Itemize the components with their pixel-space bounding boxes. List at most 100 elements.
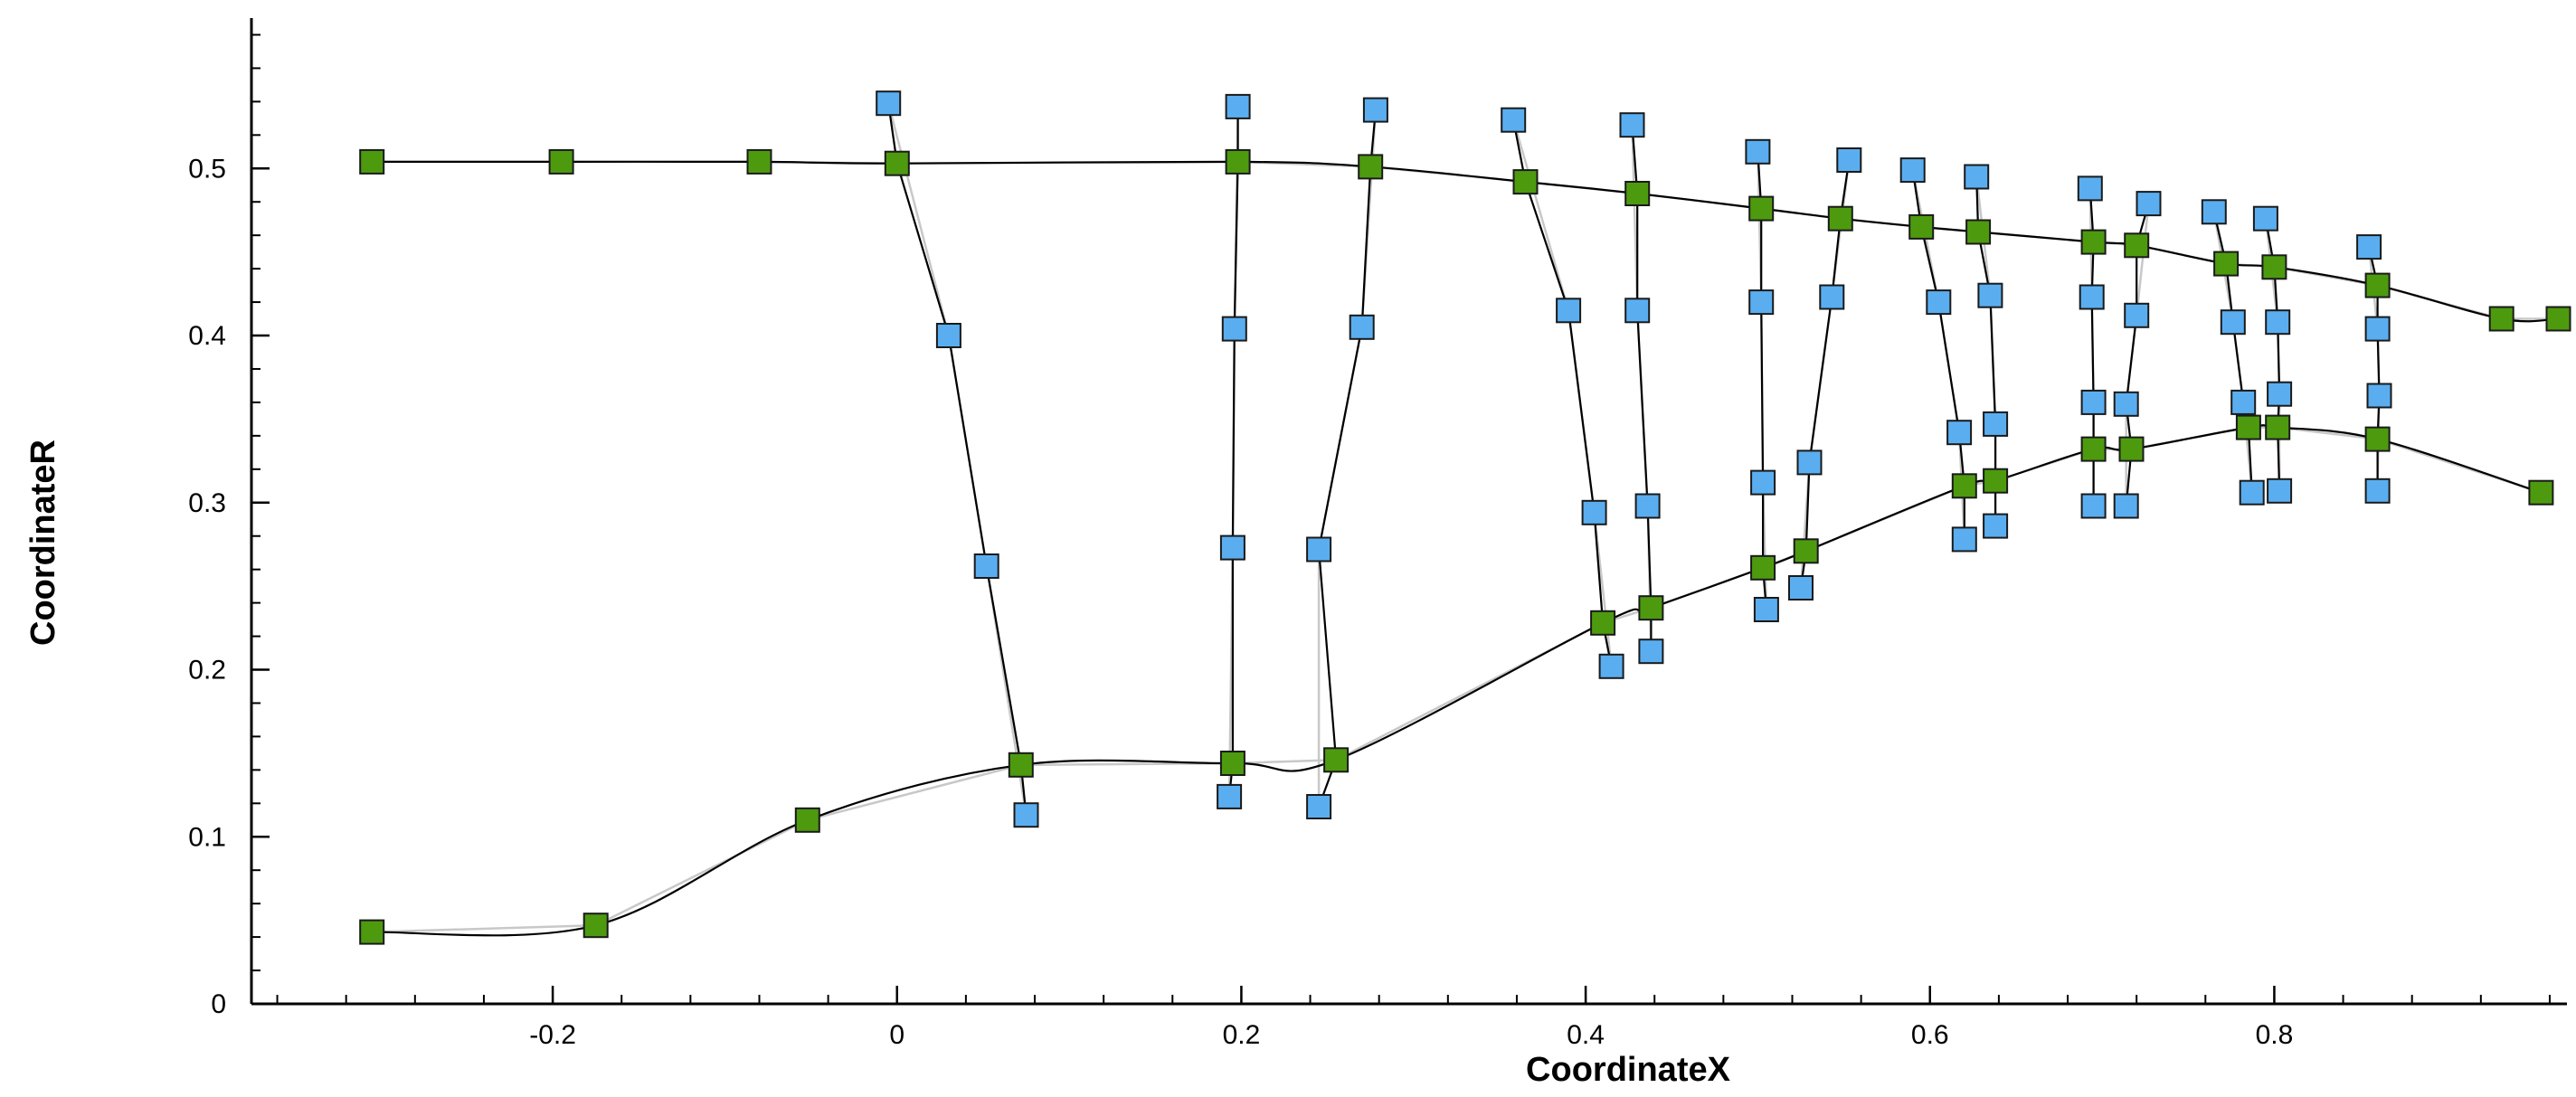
- blue-marker: [2230, 389, 2257, 415]
- blue-marker: [1899, 157, 1926, 184]
- x-tick-label: 0.4: [1567, 1020, 1605, 1050]
- blue-marker: [1977, 282, 2003, 308]
- blue-marker: [1556, 298, 1582, 324]
- green-marker: [2080, 436, 2107, 462]
- green-marker: [1323, 747, 1350, 773]
- blue-marker: [1983, 513, 2009, 539]
- blue-marker: [1796, 449, 1823, 476]
- green-marker: [1983, 468, 2009, 494]
- green-marker: [2124, 232, 2150, 259]
- green-marker: [1750, 554, 1776, 581]
- blue-marker: [1638, 638, 1664, 665]
- blue-marker: [2239, 479, 2265, 506]
- blue-marker: [2136, 191, 2162, 217]
- blue-marker: [1306, 536, 1332, 563]
- green-marker: [794, 807, 820, 833]
- hub-outer-line: [372, 160, 2559, 323]
- blue-marker: [1836, 147, 1862, 173]
- green-marker: [2261, 254, 2287, 280]
- blue-marker: [876, 90, 902, 117]
- y-tick-label: 0.3: [188, 488, 226, 518]
- green-marker: [2118, 436, 2145, 462]
- green-marker: [1008, 752, 1034, 778]
- green-marker: [2488, 306, 2514, 332]
- green-marker: [359, 919, 385, 945]
- blue-marker: [1745, 138, 1771, 165]
- blue-marker: [1926, 289, 1952, 316]
- y-tick-label: 0.1: [188, 822, 226, 852]
- green-marker: [548, 148, 574, 175]
- green-marker: [1908, 213, 1935, 240]
- x-tick-label: 0.2: [1223, 1020, 1261, 1050]
- blue-marker: [1819, 284, 1845, 310]
- blue-marker: [2201, 199, 2227, 225]
- y-tick-label: 0: [211, 989, 226, 1019]
- blue-marker: [2080, 389, 2107, 415]
- blue-marker: [1624, 298, 1651, 324]
- y-tick-label: 0.5: [188, 154, 226, 184]
- x-tick-label: 0.6: [1911, 1020, 1949, 1050]
- blue-marker: [1581, 499, 1607, 525]
- blue-marker: [1750, 469, 1776, 496]
- green-marker: [1624, 181, 1651, 206]
- blue-marker: [1634, 493, 1661, 519]
- station-3-line: [1317, 109, 1377, 808]
- green-marker: [2364, 426, 2391, 452]
- blue-marker: [1362, 97, 1388, 123]
- green-marker: [1965, 219, 1992, 245]
- y-axis-title: CoordinateR: [24, 440, 62, 646]
- blue-marker: [1951, 526, 1977, 553]
- blue-marker: [1748, 289, 1775, 316]
- blue-marker: [1501, 107, 1527, 133]
- blue-marker: [2113, 493, 2139, 519]
- blue-marker: [1349, 314, 1375, 340]
- green-marker: [1793, 538, 1819, 564]
- blue-marker: [1619, 112, 1645, 138]
- blue-marker: [1983, 411, 2009, 437]
- blue-marker: [2267, 478, 2293, 504]
- blue-marker: [2079, 284, 2105, 310]
- green-marker: [1219, 751, 1245, 776]
- green-marker: [1748, 195, 1775, 222]
- blue-marker: [2077, 175, 2103, 202]
- y-tick-label: 0.2: [188, 656, 226, 686]
- green-marker: [582, 913, 609, 939]
- green-marker: [2080, 229, 2107, 255]
- blue-marker: [2124, 302, 2150, 328]
- green-marker: [1951, 473, 1977, 499]
- green-marker: [2545, 306, 2571, 332]
- green-marker: [1590, 610, 1616, 636]
- x-tick-label: -0.2: [529, 1020, 576, 1050]
- hub-inner-secondary-line: [372, 426, 2542, 933]
- x-tick-label: 0.8: [2256, 1020, 2294, 1050]
- blue-marker: [1219, 534, 1245, 561]
- blue-marker: [1221, 316, 1247, 342]
- series-lines: [372, 103, 2559, 937]
- green-marker: [1512, 169, 1539, 195]
- station-1-secondary-line: [886, 102, 1028, 816]
- blue-marker: [2364, 478, 2391, 504]
- data-markers: [359, 90, 2571, 945]
- blue-marker: [2113, 391, 2139, 417]
- green-marker: [2364, 272, 2391, 298]
- green-marker: [1827, 205, 1853, 232]
- green-marker: [2528, 479, 2554, 506]
- green-marker: [1358, 154, 1384, 180]
- hub-inner-line: [372, 424, 2542, 937]
- blue-marker: [2265, 309, 2291, 336]
- green-marker: [746, 148, 772, 175]
- y-tick-label: 0.4: [188, 321, 226, 351]
- green-marker: [1225, 148, 1251, 175]
- blue-marker: [2080, 493, 2107, 519]
- blue-marker: [1306, 794, 1332, 819]
- blue-marker: [2356, 234, 2382, 260]
- green-marker: [2265, 414, 2291, 440]
- blue-marker: [1946, 420, 1973, 446]
- blue-marker: [935, 323, 961, 348]
- blue-marker: [1217, 783, 1243, 809]
- blue-marker: [1225, 93, 1251, 119]
- green-marker: [2235, 414, 2261, 440]
- green-marker: [1638, 595, 1664, 621]
- blue-marker: [2366, 383, 2392, 409]
